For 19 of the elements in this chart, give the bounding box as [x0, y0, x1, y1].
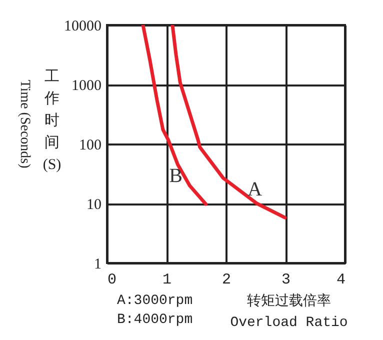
y-tick-label: 1: [94, 256, 102, 272]
y-tick-label: 100: [79, 138, 102, 154]
series-label: A: [248, 178, 263, 201]
x-tick-label: 2: [222, 272, 232, 288]
x-tick-label: 4: [336, 272, 346, 288]
text: Time (Seconds): [17, 80, 32, 169]
x-tick-label: 1: [162, 272, 172, 288]
text: A:3000rpm: [117, 293, 193, 309]
text: B:4000rpm: [117, 312, 193, 328]
y-tick-label: 10000: [64, 18, 102, 34]
y-axis-title: 工作时间(S): [42, 69, 62, 173]
x-tick-label: 3: [281, 272, 291, 288]
line-series: [141, 25, 208, 206]
y-tick-label: 10: [86, 197, 102, 213]
series-label: B: [169, 165, 182, 188]
line-series: [170, 25, 287, 220]
x-tick-label: 0: [108, 272, 117, 288]
x-axis-title: 转矩过载倍率 Overload Ratio: [230, 293, 348, 331]
y-tick-label: 1000: [72, 78, 102, 94]
